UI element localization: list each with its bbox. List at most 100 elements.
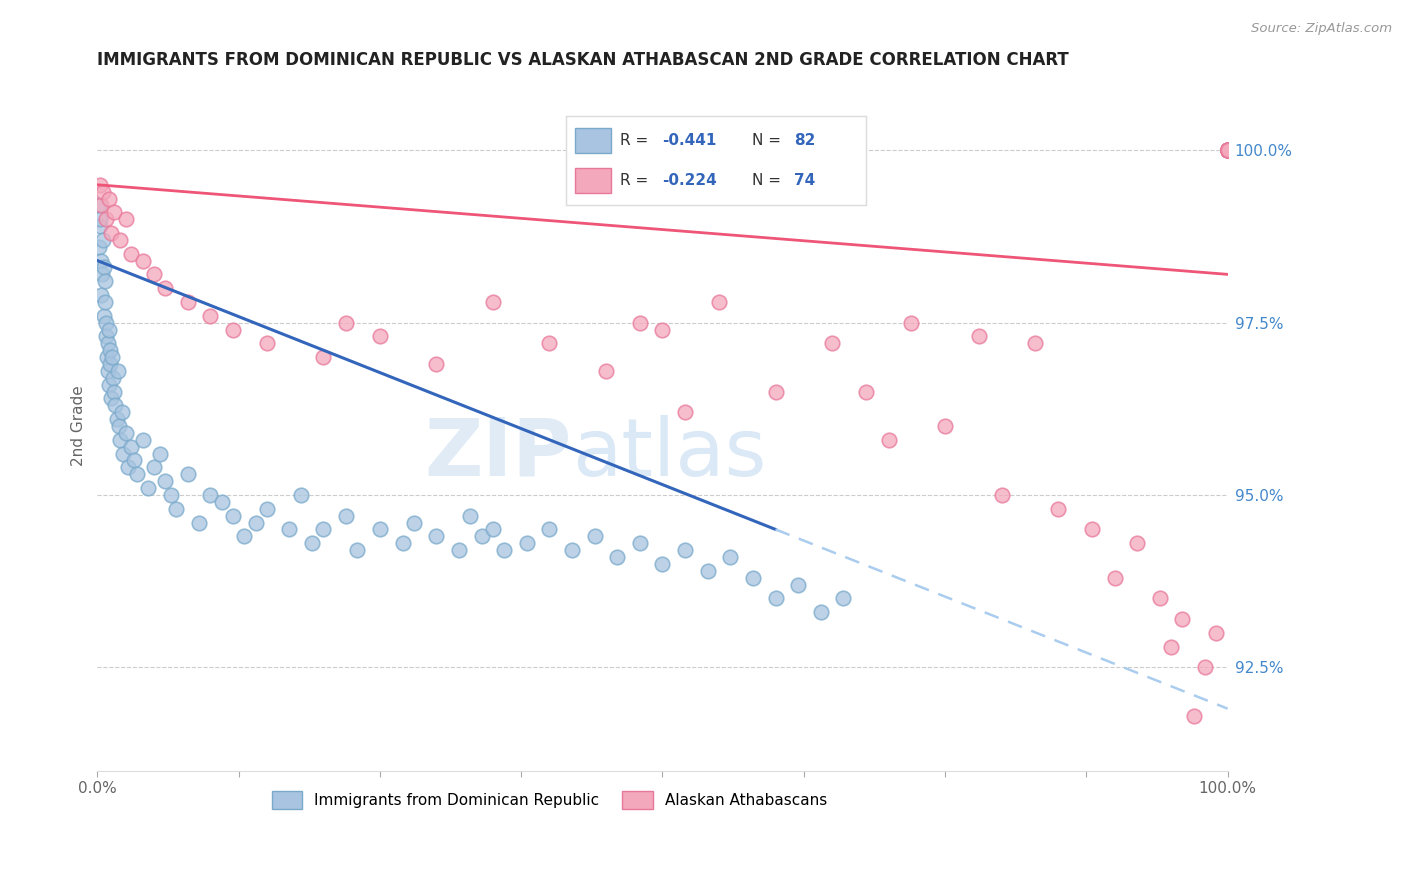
- Point: [108, 419, 131, 434]
- Point: [114, 212, 136, 227]
- Point: [1216, 143, 1239, 157]
- Point: [1216, 143, 1239, 157]
- Point: [561, 543, 583, 558]
- Point: [104, 398, 127, 412]
- Point: [967, 329, 990, 343]
- Point: [90, 268, 112, 282]
- Point: [1182, 708, 1205, 723]
- Point: [159, 488, 181, 502]
- Point: [787, 577, 810, 591]
- Point: [335, 316, 357, 330]
- Point: [98, 343, 121, 358]
- Point: [96, 336, 118, 351]
- Point: [97, 192, 120, 206]
- Point: [707, 294, 730, 309]
- Point: [1216, 143, 1239, 157]
- Point: [112, 447, 135, 461]
- Point: [1216, 143, 1239, 157]
- Point: [301, 536, 323, 550]
- Point: [1216, 143, 1239, 157]
- Point: [1149, 591, 1171, 606]
- Point: [278, 523, 301, 537]
- Point: [177, 467, 200, 482]
- Point: [1216, 143, 1239, 157]
- Point: [94, 316, 117, 330]
- Point: [482, 294, 505, 309]
- Point: [460, 508, 482, 523]
- Point: [142, 268, 165, 282]
- Point: [87, 198, 110, 212]
- Point: [832, 591, 855, 606]
- Point: [1024, 336, 1046, 351]
- Point: [142, 460, 165, 475]
- Point: [1216, 143, 1239, 157]
- Point: [1216, 143, 1239, 157]
- Point: [90, 288, 112, 302]
- Point: [516, 536, 538, 550]
- Point: [651, 557, 673, 571]
- Point: [1216, 143, 1239, 157]
- Point: [148, 447, 170, 461]
- Point: [628, 536, 651, 550]
- Point: [222, 322, 245, 336]
- Point: [312, 350, 335, 364]
- Point: [103, 384, 125, 399]
- Point: [120, 440, 142, 454]
- Point: [117, 460, 139, 475]
- Point: [90, 198, 112, 212]
- Point: [97, 364, 120, 378]
- Point: [100, 226, 122, 240]
- Point: [1216, 143, 1239, 157]
- Point: [765, 591, 787, 606]
- Point: [583, 529, 606, 543]
- Point: [934, 419, 956, 434]
- Point: [1205, 625, 1227, 640]
- Point: [98, 357, 121, 371]
- Point: [222, 508, 245, 523]
- Point: [696, 564, 718, 578]
- Point: [89, 219, 111, 233]
- Text: IMMIGRANTS FROM DOMINICAN REPUBLIC VS ALASKAN ATHABASCAN 2ND GRADE CORRELATION C: IMMIGRANTS FROM DOMINICAN REPUBLIC VS AL…: [97, 51, 1069, 69]
- Point: [111, 405, 134, 419]
- Point: [1216, 143, 1239, 157]
- Point: [538, 336, 561, 351]
- Point: [335, 508, 357, 523]
- Point: [100, 392, 122, 406]
- Point: [391, 536, 413, 550]
- Legend: Immigrants from Dominican Republic, Alaskan Athabascans: Immigrants from Dominican Republic, Alas…: [266, 785, 834, 814]
- Point: [120, 246, 142, 260]
- Point: [96, 212, 118, 227]
- Point: [256, 501, 278, 516]
- Point: [93, 294, 115, 309]
- Point: [1126, 536, 1149, 550]
- Point: [606, 549, 628, 564]
- Point: [494, 543, 516, 558]
- Point: [1081, 523, 1104, 537]
- Point: [855, 384, 877, 399]
- Point: [101, 371, 124, 385]
- Y-axis label: 2nd Grade: 2nd Grade: [72, 385, 86, 467]
- Point: [1216, 143, 1239, 157]
- Point: [1216, 143, 1239, 157]
- Point: [368, 523, 391, 537]
- Point: [595, 364, 617, 378]
- Point: [153, 474, 176, 488]
- Point: [1216, 143, 1239, 157]
- Point: [89, 240, 111, 254]
- Point: [89, 212, 111, 227]
- Point: [1216, 143, 1239, 157]
- Text: atlas: atlas: [572, 415, 766, 492]
- Point: [765, 384, 787, 399]
- Point: [188, 516, 211, 530]
- Point: [131, 433, 153, 447]
- Point: [103, 205, 125, 219]
- Point: [312, 523, 335, 537]
- Point: [368, 329, 391, 343]
- Point: [447, 543, 470, 558]
- Point: [471, 529, 494, 543]
- Point: [93, 260, 115, 275]
- Text: Source: ZipAtlas.com: Source: ZipAtlas.com: [1251, 22, 1392, 36]
- Point: [628, 316, 651, 330]
- Point: [1216, 143, 1239, 157]
- Point: [1216, 143, 1239, 157]
